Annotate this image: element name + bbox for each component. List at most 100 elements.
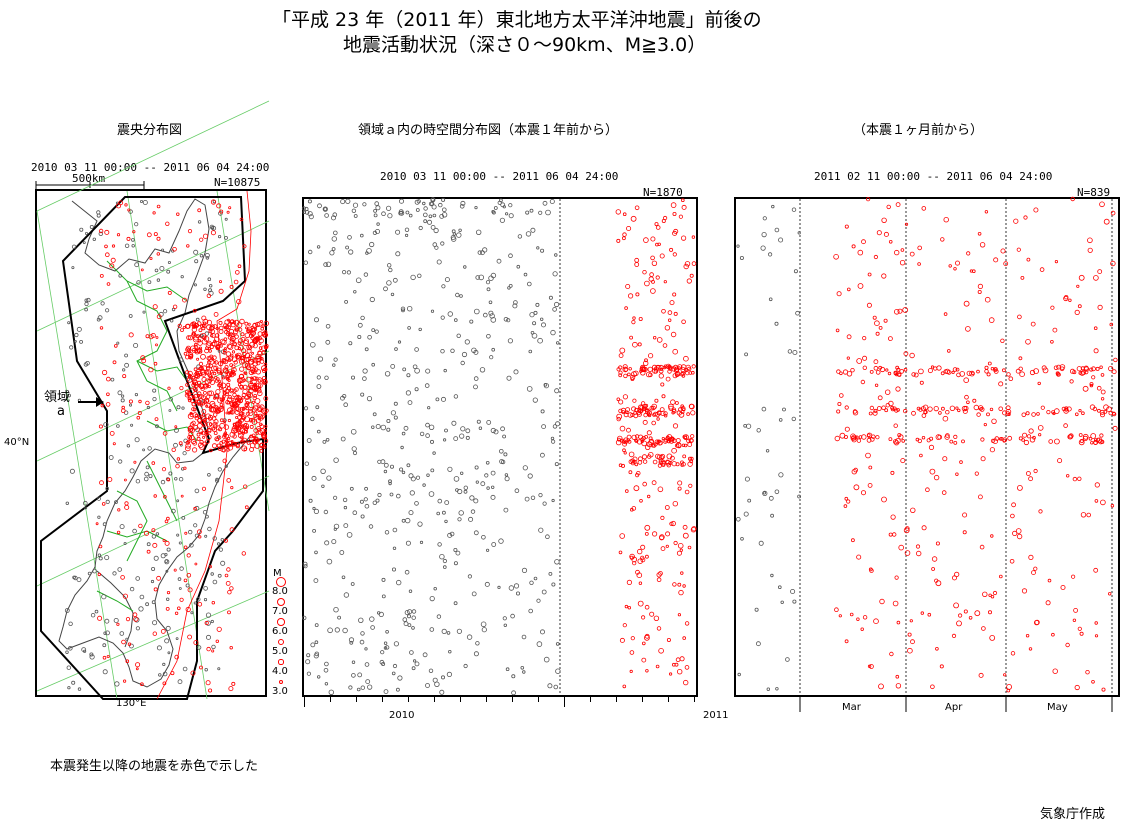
event-after [1031, 570, 1036, 576]
event-before [451, 229, 456, 234]
epicenter-after [214, 360, 219, 365]
epicenter-before [89, 654, 95, 660]
epicenter-after [246, 440, 251, 445]
event-before [458, 510, 464, 516]
event-after [1106, 406, 1112, 413]
event-after [1064, 406, 1069, 411]
event-before [332, 363, 336, 367]
event-before [778, 237, 784, 243]
epicenter-after [193, 308, 197, 313]
event-after [977, 283, 983, 290]
epicenter-after [211, 649, 215, 653]
event-after [1097, 304, 1103, 311]
event-after [629, 374, 636, 381]
event-before [457, 517, 462, 522]
event-before [422, 201, 426, 206]
epicenter-before [134, 437, 140, 443]
epicenter-after [235, 444, 240, 449]
event-before [359, 499, 364, 504]
event-after [858, 435, 863, 439]
epicenter-before [105, 308, 110, 313]
epicenter-after [242, 428, 247, 434]
epicenter-before [129, 468, 135, 474]
epicenter-after [183, 466, 187, 470]
event-after [660, 515, 665, 520]
epicenter-after [229, 284, 234, 289]
event-after [1032, 435, 1036, 440]
event-before [473, 376, 479, 381]
event-before [735, 516, 741, 522]
event-before [770, 573, 774, 578]
event-before [443, 438, 447, 442]
epicenter-after [264, 408, 269, 413]
event-after [862, 365, 867, 370]
event-after [677, 486, 682, 491]
epicenter-after [219, 344, 223, 348]
event-after [1021, 588, 1028, 594]
event-before [410, 274, 416, 281]
event-before [331, 539, 337, 545]
epicenter-before [203, 586, 208, 591]
event-after [686, 412, 690, 416]
epicenter-after [193, 344, 198, 349]
epicenter-after [227, 610, 231, 615]
event-after [917, 245, 923, 251]
event-before [493, 206, 498, 210]
event-before [404, 227, 410, 232]
epicenter-after [223, 538, 228, 543]
event-after [647, 413, 652, 418]
event-before [499, 459, 505, 464]
epicenter-after [221, 358, 227, 364]
epicenter-after [156, 314, 162, 320]
event-after [658, 373, 664, 379]
epicenter-after [201, 371, 207, 377]
event-after [643, 360, 649, 366]
event-before [465, 435, 470, 440]
event-before [511, 674, 516, 679]
event-before [397, 340, 402, 344]
event-after [1081, 411, 1085, 416]
event-after [930, 684, 935, 690]
event-after [945, 409, 950, 415]
event-before [383, 462, 389, 468]
epicenter-before [98, 231, 103, 236]
region-label-line-1: 領域 [44, 390, 71, 405]
event-after [948, 264, 952, 268]
epicenter-after [111, 244, 116, 248]
event-before [475, 641, 480, 646]
region-a-outline[interactable] [40, 196, 264, 700]
event-after [883, 231, 889, 237]
event-before [540, 248, 545, 253]
event-before [504, 473, 509, 477]
event-after [1033, 468, 1038, 474]
epicenter-after [98, 228, 104, 234]
month-tick [382, 697, 383, 702]
event-after [640, 555, 645, 561]
epicenter-after [202, 441, 207, 446]
event-after [644, 434, 649, 439]
event-after [674, 443, 680, 448]
epicenter-before [176, 499, 180, 503]
event-after [907, 647, 913, 654]
event-before [381, 211, 386, 217]
event-before [371, 425, 375, 429]
event-after [623, 440, 628, 445]
epicenter-after [261, 324, 265, 328]
event-before [415, 475, 421, 480]
event-before [404, 517, 411, 524]
event-before [491, 209, 495, 214]
epicenter-after [263, 429, 267, 433]
epicenter-after [174, 425, 178, 429]
event-before [555, 668, 561, 674]
epicenter-after [152, 304, 158, 310]
epicenter-after [163, 494, 167, 499]
event-before [339, 550, 345, 555]
event-after [668, 366, 672, 370]
title-line-2: 地震活動状況（深さ０～90km、M≧3.0） [343, 34, 707, 56]
epicenter-before [131, 238, 135, 242]
event-after [665, 544, 669, 548]
epicenter-before [119, 631, 125, 636]
epicenter-after [194, 399, 198, 403]
event-after [682, 636, 687, 640]
event-after [628, 451, 635, 458]
